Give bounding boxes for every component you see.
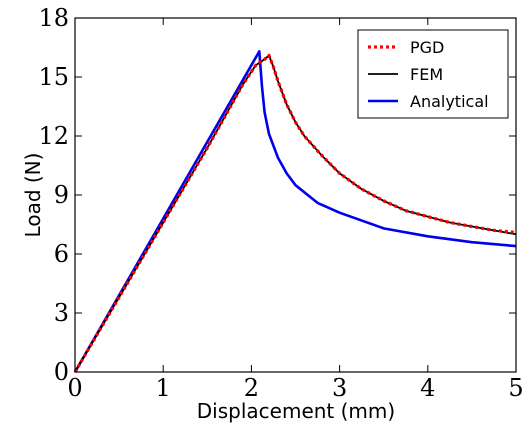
y-tick-label: 18 [38,4,69,32]
x-tick-label: 5 [508,374,523,402]
y-tick-label: 0 [54,358,69,386]
y-tick-label: 12 [38,122,69,150]
y-tick-label: 6 [54,240,69,268]
legend: PGD FEM Analytical [357,29,509,119]
series-layer [73,50,517,373]
x-tick-label: 2 [244,374,259,402]
y-tick-label: 9 [54,181,69,209]
x-tick-label: 1 [156,374,171,402]
legend-label-fem: FEM [410,65,443,84]
x-tick-label: 4 [420,374,435,402]
y-tick-label: 15 [38,63,69,91]
legend-label-analytical: Analytical [410,92,489,111]
legend-items: PGD FEM Analytical [368,38,489,111]
x-axis-title: Displacement (mm) [197,399,395,423]
x-tick-label: 0 [67,374,82,402]
y-axis-title: Load (N) [21,153,45,238]
legend-label-pgd: PGD [410,38,444,57]
x-tick-label: 3 [332,374,347,402]
y-tick-label: 3 [54,299,69,327]
series-line-pgd [73,53,517,373]
series-line-analytical [73,50,517,373]
